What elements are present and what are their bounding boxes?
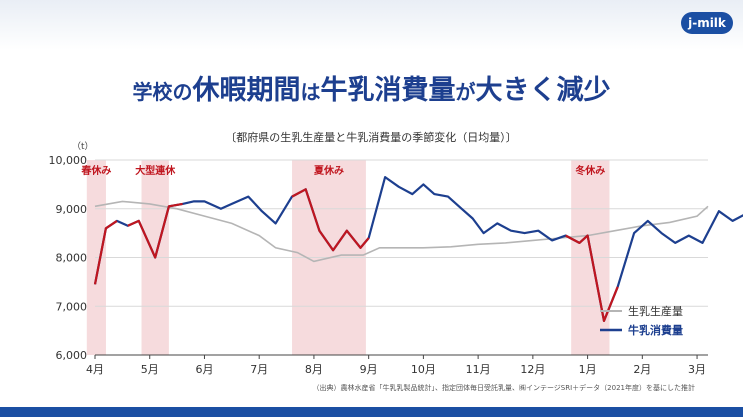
headline-part-4: が: [455, 80, 476, 104]
y-tick-label: 9,000: [56, 203, 88, 216]
x-tick-label: 10月: [411, 363, 436, 376]
chart-title: 〔都府県の生乳生産量と牛乳消費量の季節変化（日均量）〕: [225, 130, 517, 144]
x-tick-label: 3月: [688, 363, 706, 376]
holiday-consumption-line-3: [565, 234, 619, 322]
holiday-label: 大型連休: [135, 164, 176, 177]
headline-part-1: 休暇期間: [192, 75, 301, 106]
y-tick-label: 6,000: [56, 349, 88, 362]
y-tick-label: 8,000: [56, 252, 88, 265]
x-tick-label: 9月: [360, 363, 378, 376]
j-milk-logo: j-milk: [681, 12, 733, 34]
x-tick-label: 2月: [633, 363, 651, 376]
x-tick-label: 7月: [250, 363, 268, 376]
header-band: [0, 0, 743, 50]
y-axis-unit: （t）: [72, 141, 94, 152]
holiday-consumption-line-2: [291, 188, 370, 252]
x-tick-label: 12月: [520, 363, 545, 376]
series-line-production: [94, 200, 709, 263]
headline-part-5: 大きく減少: [475, 75, 611, 106]
x-tick-label: 8月: [305, 363, 323, 376]
legend-label-consumption: 牛乳消費量: [628, 323, 683, 337]
headline-part-2: は: [300, 80, 321, 104]
holiday-consumption-line-0: [93, 219, 118, 285]
series-line-consumption: [93, 176, 743, 322]
y-tick-label: 7,000: [56, 300, 88, 313]
x-tick-label: 4月: [86, 363, 104, 376]
page-title: 学校の休暇期間は牛乳消費量が大きく減少: [0, 68, 743, 107]
legend-label-production: 生乳生産量: [628, 304, 683, 318]
headline-part-0: 学校の: [132, 80, 193, 104]
x-tick-label: 11月: [466, 363, 491, 376]
holiday-label: 夏休み: [313, 164, 344, 177]
x-tick-label: 6月: [195, 363, 213, 376]
source-note: （出典）農林水産省「牛乳乳製品統計」、指定団体毎日受託乳量、㈱インテージSRI＋…: [312, 383, 695, 392]
y-tick-label: 10,000: [49, 154, 88, 167]
holiday-label: 冬休み: [575, 164, 605, 177]
x-tick-label: 1月: [579, 363, 597, 376]
footer-bar: [0, 407, 743, 417]
headline-part-3: 牛乳消費量: [320, 75, 456, 106]
holiday-consumption-line-1: [127, 202, 183, 259]
holiday-label: 春休み: [81, 164, 111, 177]
x-tick-label: 5月: [141, 363, 159, 376]
